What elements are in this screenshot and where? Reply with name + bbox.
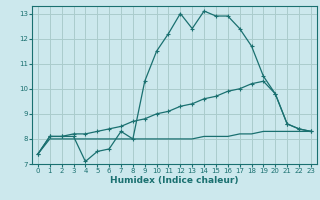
X-axis label: Humidex (Indice chaleur): Humidex (Indice chaleur) xyxy=(110,176,239,185)
